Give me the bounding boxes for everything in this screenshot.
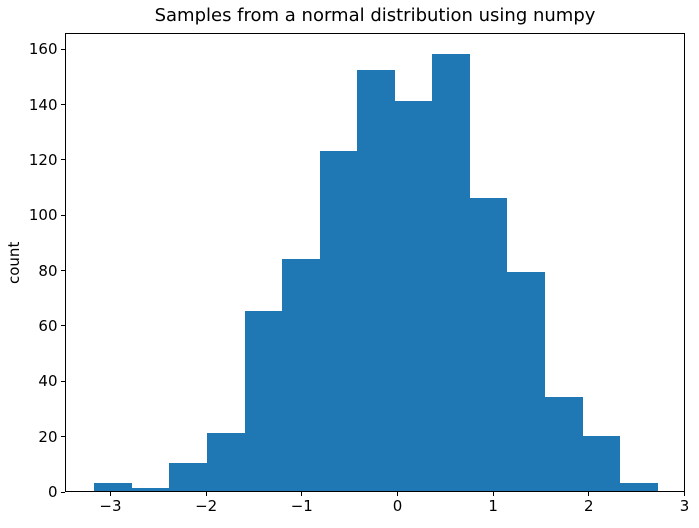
x-tick-mark	[684, 492, 686, 496]
y-tick-label: 120	[28, 150, 58, 169]
chart-title: Samples from a normal distribution using…	[154, 5, 596, 26]
histogram-bar	[432, 53, 470, 491]
histogram-bar	[94, 482, 132, 491]
x-tick-label: −1	[290, 497, 313, 515]
histogram-bar	[357, 70, 395, 491]
x-tick-label: 1	[488, 497, 498, 515]
x-tick-label: 3	[679, 497, 690, 515]
y-tick-mark	[61, 325, 65, 327]
y-tick-label: 40	[38, 372, 58, 391]
x-tick-label: 0	[392, 497, 403, 515]
histogram-bar	[169, 463, 207, 491]
histogram-bar	[131, 488, 170, 491]
x-tick-label: −3	[99, 497, 122, 515]
histogram-bar	[545, 396, 583, 491]
plot-area	[65, 33, 685, 492]
y-tick-label: 0	[47, 483, 58, 501]
y-tick-label: 80	[38, 261, 58, 280]
x-tick-label: −2	[195, 497, 218, 515]
y-tick-label: 60	[38, 316, 58, 335]
histogram-bar	[206, 432, 245, 491]
histogram-bar	[319, 150, 358, 491]
x-tick-mark	[205, 492, 207, 496]
histogram-bar	[507, 272, 546, 491]
x-tick-mark	[588, 492, 590, 496]
y-tick-mark	[61, 491, 65, 493]
y-tick-mark	[61, 436, 65, 438]
y-tick-label: 140	[28, 95, 58, 114]
y-tick-mark	[61, 214, 65, 216]
x-tick-label: 2	[584, 497, 594, 515]
histogram-bar	[582, 435, 621, 491]
y-tick-mark	[61, 104, 65, 106]
histogram-bar	[244, 311, 283, 491]
y-tick-mark	[61, 48, 65, 50]
y-tick-label: 160	[28, 40, 58, 59]
histogram-bar	[469, 197, 508, 491]
y-tick-mark	[61, 380, 65, 382]
y-tick-label: 20	[38, 427, 58, 446]
y-tick-label: 100	[28, 206, 58, 225]
x-tick-mark	[492, 492, 494, 496]
x-tick-mark	[396, 492, 398, 496]
x-tick-mark	[301, 492, 303, 496]
y-tick-mark	[61, 159, 65, 161]
histogram-bar	[282, 258, 320, 491]
x-tick-mark	[109, 492, 111, 496]
histogram-bar	[394, 100, 433, 491]
y-tick-mark	[61, 270, 65, 272]
histogram-bar	[620, 482, 658, 491]
